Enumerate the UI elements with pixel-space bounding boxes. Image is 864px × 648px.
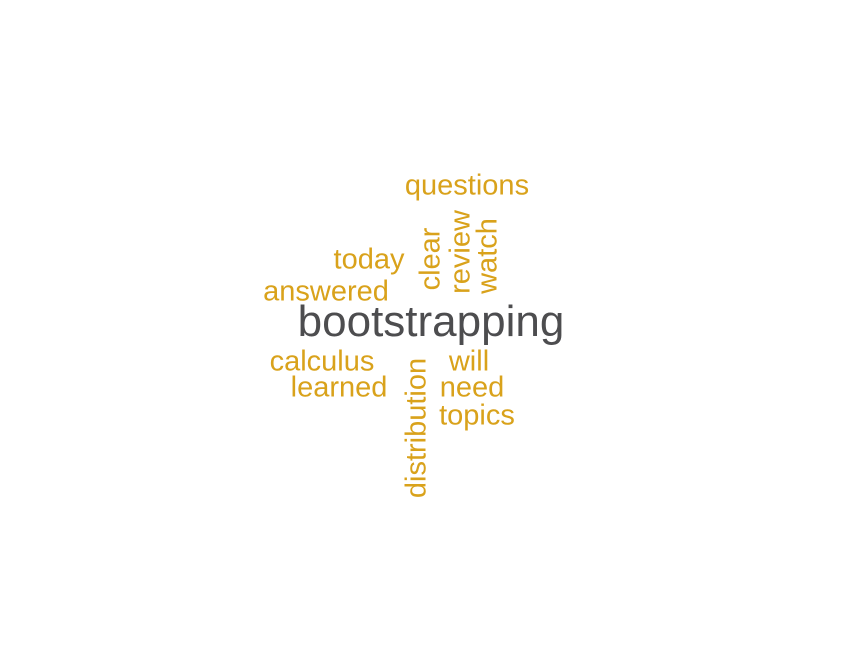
word-will: will bbox=[448, 345, 490, 378]
word-calculus: calculus bbox=[269, 345, 375, 378]
word-learned: learned bbox=[290, 371, 388, 404]
word-answered: answered bbox=[263, 275, 389, 308]
word-clear: clear bbox=[414, 227, 447, 291]
word-distribution: distribution bbox=[400, 357, 433, 499]
word-bootstrapping: bootstrapping bbox=[297, 297, 565, 346]
word-watch: watch bbox=[471, 218, 504, 294]
word-topics: topics bbox=[439, 399, 515, 432]
word-need: need bbox=[439, 371, 505, 404]
word-today: today bbox=[333, 243, 405, 276]
word-questions: questions bbox=[404, 169, 530, 202]
